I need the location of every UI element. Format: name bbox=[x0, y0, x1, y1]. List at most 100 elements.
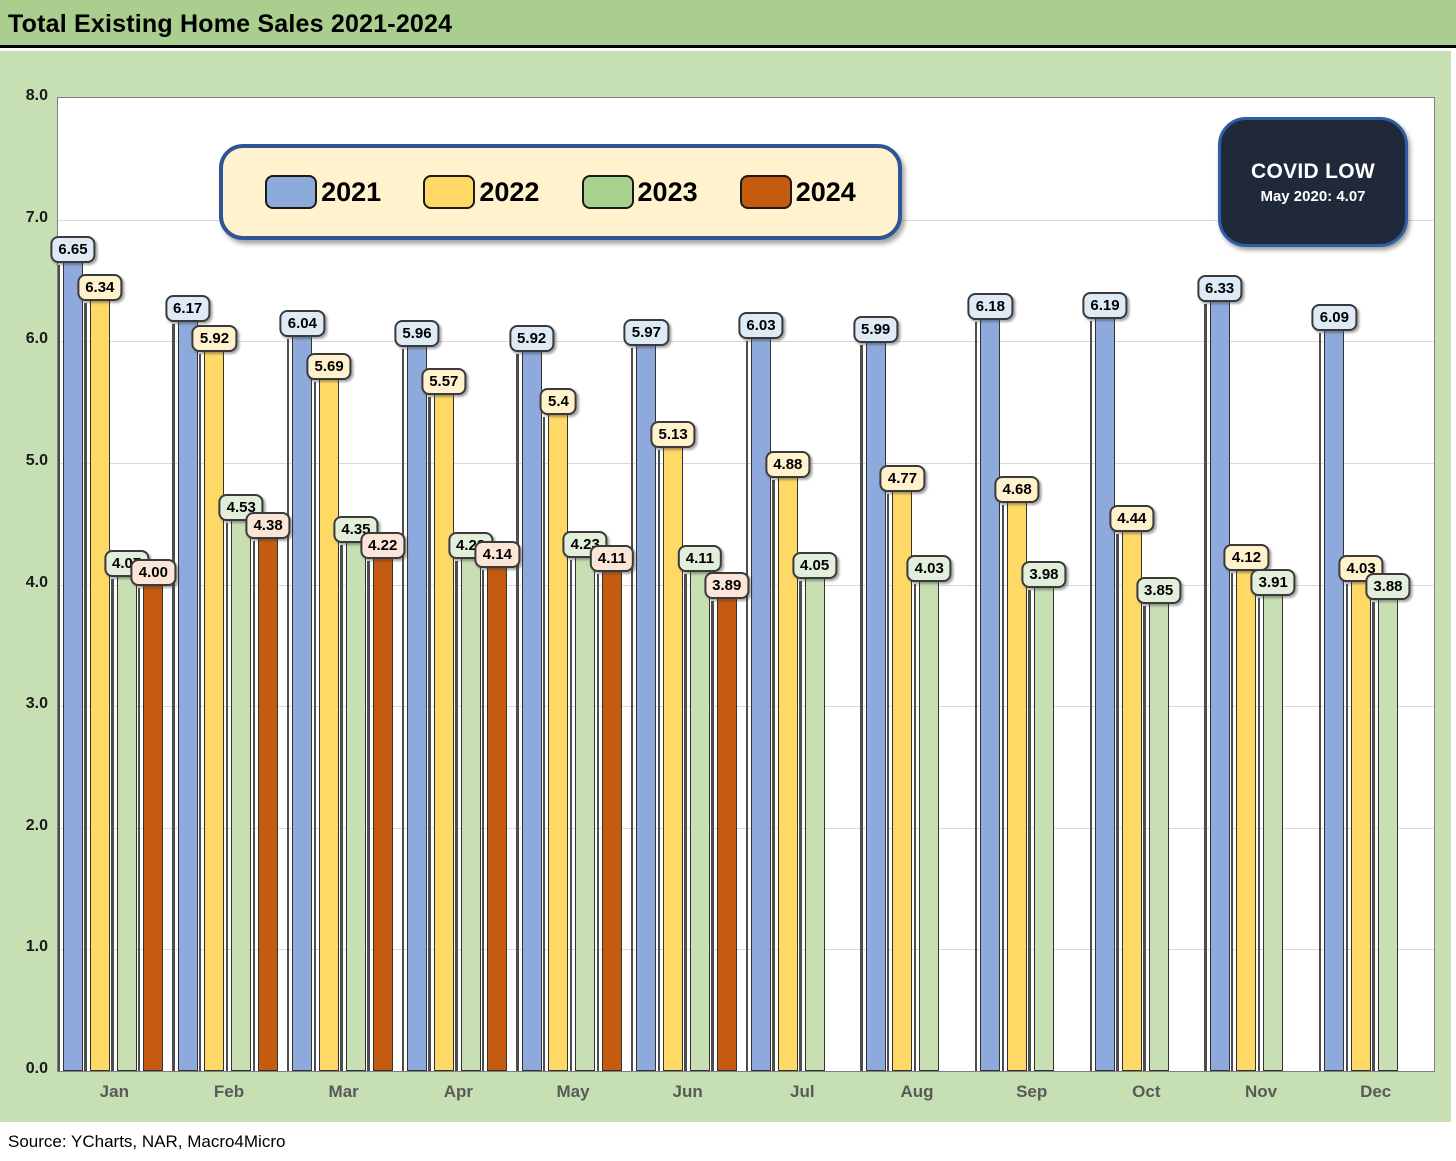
bar-2021-Apr bbox=[401, 346, 427, 1071]
bar-value-label-2023-Dec: 3.88 bbox=[1365, 573, 1411, 601]
covid-low-badge: COVID LOW May 2020: 4.07 bbox=[1218, 117, 1408, 247]
bar-value-label-2021-Nov: 6.33 bbox=[1197, 275, 1243, 303]
x-tick-label-sep: Sep bbox=[1016, 1082, 1048, 1101]
bar-2021-Jun bbox=[630, 344, 657, 1072]
x-tick-label-may: May bbox=[556, 1082, 590, 1101]
bar-2021-Jan bbox=[57, 262, 83, 1071]
bar-2022-Nov bbox=[1230, 569, 1257, 1072]
bar-2022-May bbox=[542, 414, 569, 1071]
bar-value-label-2022-Jul: 4.88 bbox=[765, 451, 811, 479]
bar-2021-Dec bbox=[1318, 330, 1345, 1071]
bar-2022-Jan bbox=[84, 299, 110, 1072]
bar-2022-Jul bbox=[772, 477, 798, 1071]
bar-value-label-2023-Nov: 3.91 bbox=[1250, 569, 1296, 597]
plot-area: 6.65 6.17 6.04 5.96 5.92 5.97 6.03 5.99 6.18 6.19… bbox=[50, 97, 1435, 1072]
bar-2022-Mar bbox=[313, 378, 340, 1072]
bar-2023-Apr bbox=[455, 557, 481, 1072]
bar-value-label-2022-Feb: 5.92 bbox=[191, 324, 238, 352]
y-tick-label-0.0: 0.0 bbox=[25, 1060, 48, 1077]
x-tick-label-feb: Feb bbox=[213, 1082, 245, 1101]
bar-2021-Aug bbox=[860, 342, 886, 1071]
bar-2023-Oct bbox=[1143, 602, 1169, 1072]
bar-value-label-2022-May: 5.4 bbox=[540, 388, 577, 416]
bar-value-label-2021-May: 5.92 bbox=[509, 324, 555, 352]
legend-swatch-2023 bbox=[581, 175, 634, 209]
y-tick-label-1.0: 1.0 bbox=[25, 938, 48, 956]
y-tick-label-5.0: 5.0 bbox=[25, 451, 48, 469]
bar-2023-May bbox=[569, 556, 596, 1072]
bar-value-label-2022-Sep: 4.68 bbox=[994, 475, 1040, 503]
legend-swatch-2021 bbox=[265, 175, 318, 209]
bar-2021-Nov bbox=[1204, 301, 1230, 1071]
bar-value-label-2022-Jan: 6.34 bbox=[77, 273, 123, 301]
bar-2023-Jul bbox=[799, 578, 825, 1071]
bar-value-label-2024-Apr: 4.14 bbox=[474, 541, 520, 569]
x-tick-label-mar: Mar bbox=[328, 1082, 359, 1101]
bar-value-label-2022-Nov: 4.12 bbox=[1223, 543, 1270, 571]
bar-value-label-2021-Jan: 6.65 bbox=[50, 236, 96, 264]
x-tick-label-oct: Oct bbox=[1132, 1082, 1161, 1101]
x-tick-label-jan: Jan bbox=[99, 1082, 129, 1101]
bar-value-label-2021-Oct: 6.19 bbox=[1082, 292, 1128, 320]
bar-value-label-2021-Aug: 5.99 bbox=[853, 316, 899, 344]
bar-2022-Aug bbox=[886, 490, 913, 1072]
bar-value-label-2021-Sep: 6.18 bbox=[967, 293, 1013, 321]
x-tick-label-aug: Aug bbox=[900, 1082, 934, 1101]
bar-value-label-2024-Feb: 4.38 bbox=[245, 512, 291, 540]
bar-value-label-2022-Oct: 4.44 bbox=[1109, 504, 1155, 532]
bar-value-label-2023-Aug: 4.03 bbox=[906, 554, 952, 582]
bar-value-label-2021-Apr: 5.96 bbox=[394, 320, 440, 348]
bar-value-label-2023-Jul: 4.05 bbox=[791, 552, 838, 580]
chart-title-bar: Total Existing Home Sales 2021-2024 bbox=[0, 0, 1456, 48]
bar-value-label-2022-Apr: 5.57 bbox=[421, 367, 467, 395]
source-text: Source: YCharts, NAR, Macro4Micro bbox=[8, 1131, 286, 1151]
bar-value-label-2021-Jun: 5.97 bbox=[623, 318, 669, 346]
bar-2024-Jan bbox=[137, 584, 164, 1071]
bar-2023-Sep bbox=[1028, 586, 1054, 1072]
source-bar: Source: YCharts, NAR, Macro4Micro bbox=[0, 1122, 1456, 1161]
legend: 2021 2022 2023 2024 bbox=[219, 144, 902, 240]
x-tick-label-nov: Nov bbox=[1244, 1082, 1278, 1101]
bar-2024-Jun bbox=[711, 597, 737, 1072]
bar-value-label-2022-Mar: 5.69 bbox=[306, 352, 352, 380]
bar-2022-Sep bbox=[1001, 501, 1028, 1072]
bar-value-label-2023-Sep: 3.98 bbox=[1021, 560, 1067, 588]
bar-2022-Feb bbox=[198, 350, 225, 1072]
y-tick-label-6.0: 6.0 bbox=[25, 330, 48, 348]
legend-label-2022: 2022 bbox=[479, 176, 540, 207]
bar-2022-Jun bbox=[657, 447, 684, 1071]
bar-2024-May bbox=[596, 571, 623, 1071]
x-tick-label-dec: Dec bbox=[1360, 1082, 1392, 1101]
bar-2024-Feb bbox=[252, 538, 279, 1071]
bar-value-label-2024-Mar: 4.22 bbox=[360, 531, 406, 559]
page-title: Total Existing Home Sales 2021-2024 bbox=[8, 10, 453, 38]
bar-2023-Aug bbox=[913, 580, 940, 1072]
bar-value-label-2024-Jan: 4.00 bbox=[130, 558, 176, 586]
legend-label-2021: 2021 bbox=[321, 176, 382, 207]
bar-2022-Oct bbox=[1116, 531, 1142, 1071]
bar-value-label-2021-Feb: 6.17 bbox=[165, 294, 211, 322]
bar-value-label-2024-Jun: 3.89 bbox=[704, 571, 750, 599]
legend-item-2022: 2022 bbox=[423, 175, 539, 209]
right-margin bbox=[1451, 51, 1456, 1122]
y-tick-label-3.0: 3.0 bbox=[25, 695, 48, 713]
bar-2021-Jul bbox=[745, 337, 771, 1072]
x-tick-label-apr: Apr bbox=[443, 1082, 473, 1101]
legend-swatch-2024 bbox=[739, 175, 792, 209]
bar-2024-Mar bbox=[367, 557, 393, 1072]
covid-badge-title: COVID LOW bbox=[1250, 159, 1376, 183]
legend-swatch-2022 bbox=[423, 175, 476, 209]
bar-2021-Feb bbox=[172, 320, 198, 1072]
legend-label-2024: 2024 bbox=[795, 176, 856, 207]
y-tick-label-8.0: 8.0 bbox=[25, 87, 48, 104]
x-tick-label-jun: Jun bbox=[672, 1082, 703, 1101]
y-tick-label-7.0: 7.0 bbox=[25, 208, 48, 226]
x-tick-label-jul: Jul bbox=[790, 1082, 815, 1101]
bar-2023-Mar bbox=[340, 541, 366, 1072]
legend-item-2021: 2021 bbox=[265, 175, 381, 209]
bar-2021-May bbox=[516, 350, 542, 1072]
legend-label-2023: 2023 bbox=[637, 176, 698, 207]
bar-2022-Dec bbox=[1345, 580, 1372, 1072]
bar-2022-Apr bbox=[428, 393, 454, 1072]
bar-2021-Oct bbox=[1089, 318, 1115, 1071]
